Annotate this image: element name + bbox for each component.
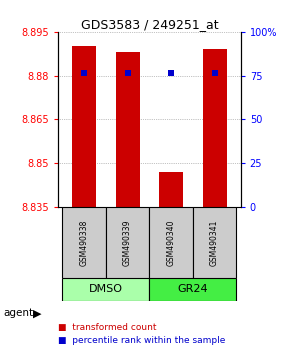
Bar: [159, 172, 183, 207]
Bar: [149, 278, 236, 301]
Text: agent: agent: [3, 308, 33, 318]
Text: GSM490341: GSM490341: [210, 219, 219, 266]
Bar: [116, 52, 139, 207]
Bar: [203, 49, 226, 207]
Bar: [149, 207, 193, 278]
Text: DMSO: DMSO: [89, 284, 123, 295]
Bar: [106, 207, 149, 278]
Text: ▶: ▶: [33, 308, 42, 318]
Text: GSM490340: GSM490340: [166, 219, 176, 266]
Bar: [62, 278, 149, 301]
Bar: [62, 207, 106, 278]
Title: GDS3583 / 249251_at: GDS3583 / 249251_at: [81, 18, 218, 31]
Text: ■  transformed count: ■ transformed count: [58, 323, 157, 332]
Bar: [72, 46, 96, 207]
Text: GR24: GR24: [177, 284, 208, 295]
Bar: [193, 207, 236, 278]
Text: GSM490339: GSM490339: [123, 219, 132, 266]
Text: ■  percentile rank within the sample: ■ percentile rank within the sample: [58, 336, 225, 346]
Text: GSM490338: GSM490338: [79, 219, 89, 266]
